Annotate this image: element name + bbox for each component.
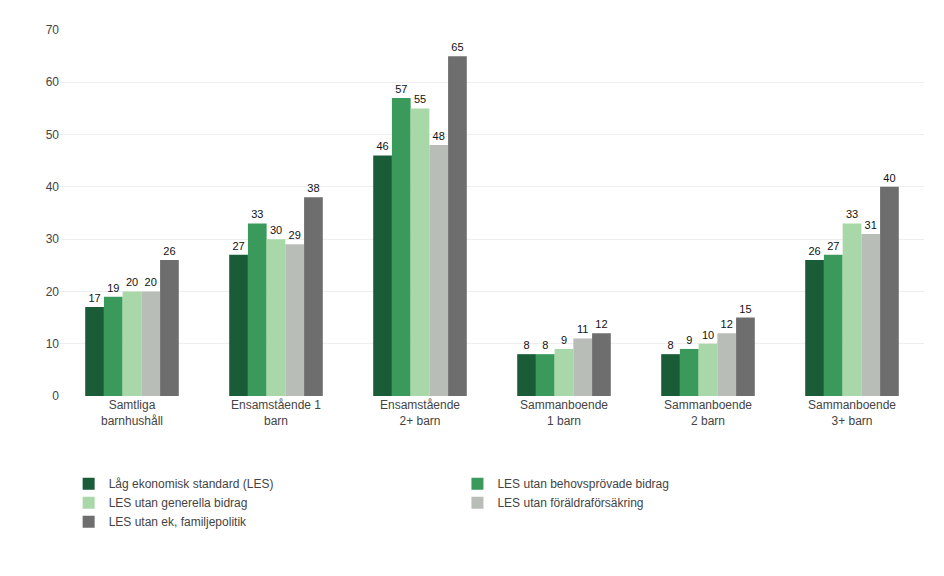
svg-text:8: 8 xyxy=(542,339,548,351)
svg-text:50: 50 xyxy=(46,128,60,142)
svg-text:12: 12 xyxy=(595,318,607,330)
svg-text:70: 70 xyxy=(46,23,60,37)
svg-text:11: 11 xyxy=(577,323,588,335)
svg-text:Låg ekonomisk standard (LES): Låg ekonomisk standard (LES) xyxy=(109,477,274,491)
svg-text:55: 55 xyxy=(414,93,426,105)
svg-text:19: 19 xyxy=(107,282,119,294)
svg-text:LES utan generella bidrag: LES utan generella bidrag xyxy=(109,496,248,510)
svg-text:26: 26 xyxy=(163,245,175,257)
svg-text:8: 8 xyxy=(667,339,673,351)
svg-text:65: 65 xyxy=(451,41,463,53)
svg-text:20: 20 xyxy=(145,276,157,288)
svg-text:8: 8 xyxy=(523,339,529,351)
svg-text:48: 48 xyxy=(433,130,445,142)
svg-text:9: 9 xyxy=(561,334,567,346)
svg-text:33: 33 xyxy=(846,208,858,220)
svg-text:10: 10 xyxy=(46,337,60,351)
svg-text:26: 26 xyxy=(808,245,820,257)
svg-text:17: 17 xyxy=(88,292,100,304)
svg-text:Sammanboende1 barn: Sammanboende1 barn xyxy=(520,398,608,428)
svg-text:40: 40 xyxy=(883,172,895,184)
svg-text:27: 27 xyxy=(232,240,244,252)
svg-text:Sammanboende3+ barn: Sammanboende3+ barn xyxy=(808,398,896,428)
svg-text:Samtligabarnhushåll: Samtligabarnhushåll xyxy=(101,398,163,428)
svg-text:0: 0 xyxy=(52,389,59,403)
svg-text:38: 38 xyxy=(307,182,319,194)
svg-text:60: 60 xyxy=(46,75,60,89)
svg-text:15: 15 xyxy=(739,303,751,315)
svg-text:12: 12 xyxy=(721,318,733,330)
svg-text:LES utan ek, familjepolitik: LES utan ek, familjepolitik xyxy=(109,515,247,529)
svg-text:Ensamstående 1barn: Ensamstående 1barn xyxy=(231,398,321,428)
svg-text:33: 33 xyxy=(251,208,263,220)
svg-text:40: 40 xyxy=(46,180,60,194)
svg-text:57: 57 xyxy=(395,83,407,95)
svg-text:Sammanboende2 barn: Sammanboende2 barn xyxy=(664,398,752,428)
svg-text:Ensamstående2+ barn: Ensamstående2+ barn xyxy=(380,398,460,428)
svg-text:10: 10 xyxy=(702,329,714,341)
svg-text:46: 46 xyxy=(376,140,388,152)
svg-text:27: 27 xyxy=(827,240,839,252)
svg-text:LES utan behovsprövade bidrag: LES utan behovsprövade bidrag xyxy=(497,477,668,491)
svg-text:20: 20 xyxy=(126,276,138,288)
svg-text:30: 30 xyxy=(270,224,282,236)
svg-text:31: 31 xyxy=(865,219,877,231)
svg-text:29: 29 xyxy=(289,229,301,241)
svg-text:9: 9 xyxy=(686,334,692,346)
svg-text:30: 30 xyxy=(46,232,60,246)
svg-text:LES utan föräldraförsäkring: LES utan föräldraförsäkring xyxy=(497,496,643,510)
svg-text:20: 20 xyxy=(46,285,60,299)
